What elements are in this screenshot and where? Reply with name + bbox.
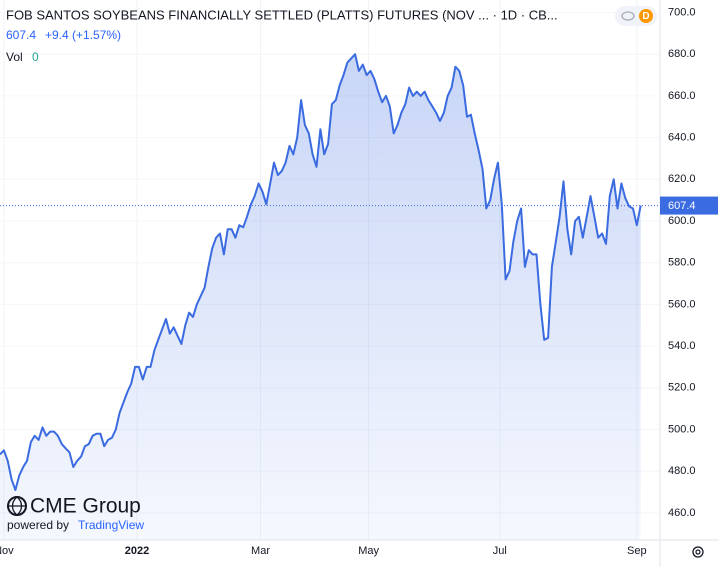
- platform: TradingView: [78, 518, 144, 532]
- y-tick-label: 680.0: [668, 48, 696, 60]
- settings-icon[interactable]: [692, 546, 704, 558]
- y-tick-label: 500.0: [668, 423, 696, 435]
- badge-text: D: [642, 11, 649, 22]
- area-fill: [0, 54, 641, 540]
- y-tick-label: 700.0: [668, 6, 696, 18]
- powered-by: powered by: [7, 518, 69, 532]
- y-tick-label: 640.0: [668, 132, 696, 144]
- y-tick-label: 520.0: [668, 382, 696, 394]
- gear-hub[interactable]: [695, 549, 701, 555]
- price-change: +9.4 (+1.57%): [45, 28, 121, 42]
- logo-lines: [8, 496, 26, 516]
- watermark: CME Group powered by TradingView: [7, 495, 144, 532]
- volume-value: 0: [32, 50, 39, 64]
- x-tick-label: Nov: [0, 545, 14, 557]
- brand: CME Group: [30, 495, 141, 518]
- x-tick-label: Jul: [493, 545, 507, 557]
- y-tick-label: 540.0: [668, 340, 696, 352]
- top-icons: D: [615, 6, 657, 26]
- price-line: [0, 53, 642, 491]
- x-tick-label: May: [358, 545, 379, 557]
- last-value-label: 607.4: [668, 200, 696, 212]
- y-tick-label: 560.0: [668, 298, 696, 310]
- y-tick-label: 620.0: [668, 173, 696, 185]
- last-value-box: [660, 196, 718, 215]
- last-price: 607.4: [6, 28, 36, 42]
- y-tick-label: 480.0: [668, 465, 696, 477]
- y-tick-label: 580.0: [668, 257, 696, 269]
- volume-label: Vol: [6, 50, 23, 64]
- x-tick-label: 2022: [125, 545, 149, 557]
- y-tick-label: 600.0: [668, 215, 696, 227]
- y-tick-label: 460.0: [668, 507, 696, 519]
- eye-icon: [621, 11, 635, 21]
- x-tick-label: Mar: [251, 545, 270, 557]
- badge-circle: [639, 9, 653, 23]
- gear[interactable]: [692, 546, 704, 558]
- chart-title: FOB SANTOS SOYBEANS FINANCIALLY SETTLED …: [6, 7, 558, 22]
- y-tick-label: 660.0: [668, 90, 696, 102]
- x-tick-label: Sep: [627, 545, 647, 557]
